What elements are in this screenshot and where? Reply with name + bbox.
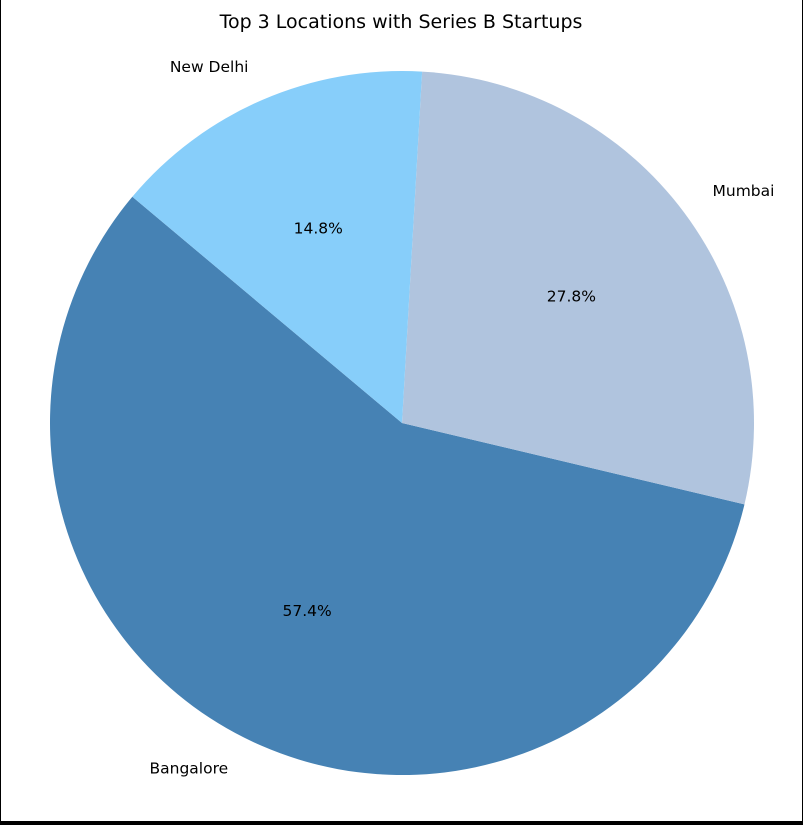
pie-slice-new-delhi <box>132 70 423 423</box>
pie-slice-bangalore <box>50 196 745 775</box>
pie-labels: Bangalore 57.4% Mumbai 27.8% New Delhi 14.8% <box>149 58 774 777</box>
pct-label-bangalore: 57.4% <box>283 602 332 620</box>
pct-label-mumbai: 27.8% <box>547 287 596 305</box>
pie-slices <box>50 70 755 775</box>
chart-title: Top 3 Locations with Series B Startups <box>219 11 583 33</box>
slice-label-bangalore: Bangalore <box>149 759 228 777</box>
slice-label-new-delhi: New Delhi <box>170 58 249 76</box>
slice-label-mumbai: Mumbai <box>713 182 775 200</box>
pie-slice-mumbai <box>402 71 755 505</box>
pct-label-new-delhi: 14.8% <box>294 220 343 238</box>
